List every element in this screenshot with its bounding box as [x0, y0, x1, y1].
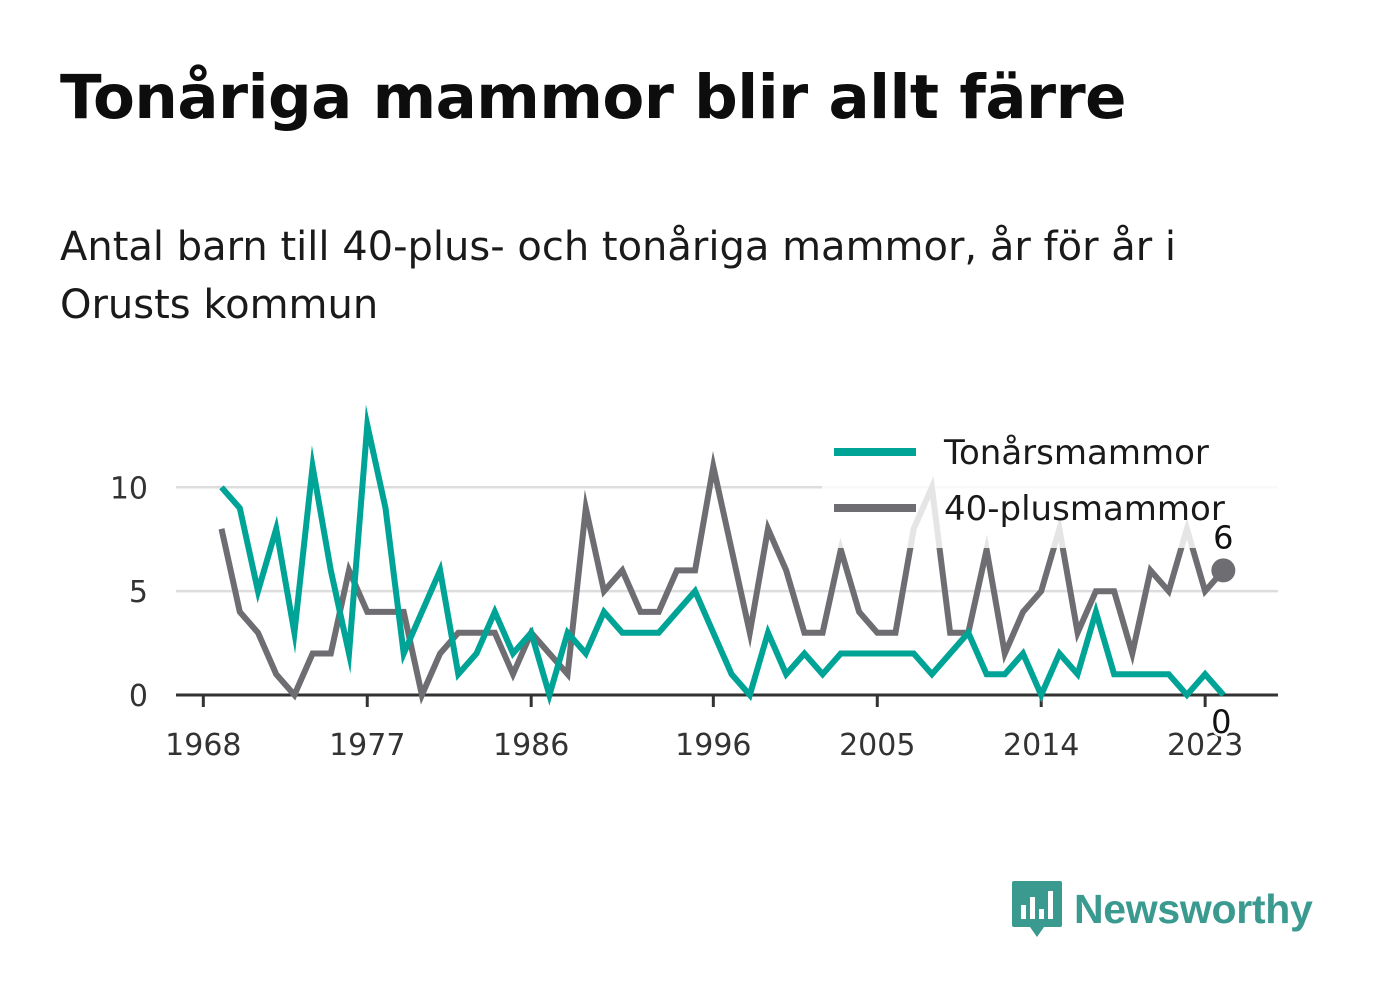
- brand-name: Newsworthy: [1074, 885, 1313, 932]
- legend-label: 40-plusmammor: [944, 489, 1225, 529]
- chart-title: Tonåriga mammor blir allt färre: [60, 62, 1127, 133]
- newsworthy-logo: Newsworthy: [1010, 878, 1313, 940]
- x-tick-label: 2014: [1003, 728, 1079, 763]
- x-tick-label: 1968: [165, 728, 241, 763]
- series-line-tonarsmammor: [219, 404, 1226, 706]
- y-tick-label: 0: [129, 679, 148, 714]
- x-axis: 0 5 10 1968 1977 1986 1996 2005 2014 2023: [110, 471, 1278, 763]
- chart-subtitle: Antal barn till 40-plus- och tonåriga ma…: [60, 224, 1177, 328]
- y-tick-label: 10: [110, 471, 148, 506]
- x-tick-label: 2023: [1167, 728, 1243, 763]
- bar-chart-speech-bubble-icon: [1012, 881, 1062, 937]
- legend-label: Tonårsmammor: [943, 433, 1209, 473]
- legend: Tonårsmammor 40-plusmammor: [822, 430, 1282, 548]
- y-tick-label: 5: [129, 575, 148, 610]
- x-tick-label: 1986: [493, 728, 569, 763]
- end-label-tonarsmammor: 0: [1211, 703, 1231, 741]
- x-tick-label: 2005: [839, 728, 915, 763]
- end-label-40-plusmammor: 6: [1213, 518, 1233, 556]
- x-tick-label: 1996: [675, 728, 751, 763]
- x-tick-label: 1977: [329, 728, 405, 763]
- end-labels: 60: [1208, 515, 1236, 744]
- end-point-40-plusmammor: [1211, 558, 1236, 583]
